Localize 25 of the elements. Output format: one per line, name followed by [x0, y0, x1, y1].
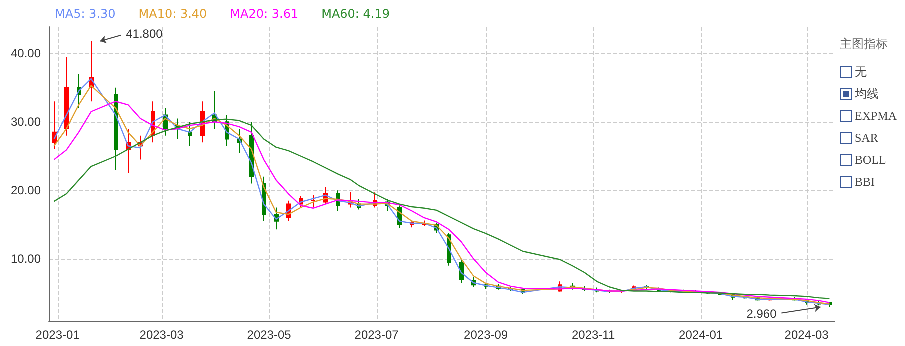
y-tick-label: 20.00 — [10, 184, 42, 198]
annotation: 2.960 — [746, 307, 778, 321]
text: EXPMA — [855, 108, 898, 124]
text: 无 — [855, 64, 867, 80]
x-tick-label: 2023-01 — [36, 328, 80, 342]
y-tick-label: 10.00 — [10, 252, 42, 266]
x-tick-label: 2023-05 — [247, 328, 292, 342]
text: MA60: 4.19 — [322, 7, 390, 21]
x-tick-label: 2024-01 — [679, 328, 724, 342]
text: 主图指标 — [840, 36, 889, 53]
x-tick-label: 2023-11 — [572, 328, 616, 342]
y-tick-label: 30.00 — [10, 115, 42, 130]
annotation: 41.800 — [126, 27, 164, 41]
x-tick-label: 2023-09 — [464, 328, 508, 342]
x-tick-label: 2024-03 — [784, 328, 830, 342]
text: BBI — [855, 174, 876, 190]
text: BOLL — [855, 152, 886, 168]
text: SAR — [855, 130, 878, 146]
y-tick-label: 40.00 — [10, 46, 42, 61]
text: MA10: 3.40 — [138, 7, 208, 21]
text: MA5: 3.30 — [55, 7, 116, 21]
text: MA20: 3.61 — [230, 7, 299, 21]
x-tick-label: 2023-03 — [140, 328, 184, 342]
text: 均线 — [855, 86, 879, 102]
x-tick-label: 2023-07 — [354, 328, 400, 342]
